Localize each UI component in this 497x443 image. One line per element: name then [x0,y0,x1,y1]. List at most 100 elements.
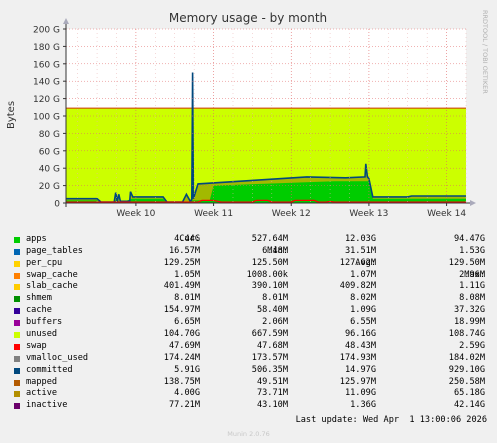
legend-swatch [14,320,20,327]
legend-avg-value: 1.36G [350,400,376,411]
legend-avg-value: 6.55M [350,317,376,328]
legend-avg-value: 48.43M [344,340,376,351]
legend-series-name: apps [26,233,47,244]
legend-row-vmalloc-used: vmalloc_used 174.24M 173.57M 174.93M 184.02M [0,353,497,365]
legend-row-page-tables: page_tables 16.57M 6.48M 31.51M 1.53G [0,246,497,258]
legend-min-value: 2.06M [262,317,288,328]
legend-cur-value: 138.75M [163,376,200,387]
legend-min-value: 73.71M [256,388,288,399]
legend-max-value: 94.47G [453,233,485,244]
legend-min-value: 527.64M [251,233,288,244]
y-tick-label: 80 G [39,130,60,140]
chart-title: Memory usage - by month [169,11,327,25]
legend-max-value: 37.32G [453,305,485,316]
legend-avg-value: 1.09G [350,305,376,316]
legend-max-value: 42.14G [453,400,485,411]
legend-row-slab-cache: slab_cache 401.49M 390.10M 409.82M 1.11G [0,281,497,293]
legend-max-value: 250.58M [448,376,485,387]
y-tick-label: 100 G [33,113,60,123]
legend-min-value: 390.10M [251,281,288,292]
legend-avg-value: 127.62M [339,257,376,268]
legend: Cur: Min: Avg: Max: apps 4.44G 527.64M 12.0… [0,222,497,412]
legend-cur-value: 4.00G [174,388,200,399]
legend-swatch [14,296,20,303]
legend-avg-value: 31.51M [344,245,376,256]
legend-swatch [14,284,20,291]
legend-cur-value: 154.97M [163,305,200,316]
legend-swatch [14,367,20,374]
legend-cur-value: 6.65M [174,317,200,328]
legend-swatch [14,248,20,255]
y-tick-label: 20 G [39,182,60,192]
legend-series-name: unused [26,329,58,340]
munin-version-footer: Munin 2.0.76 [227,430,270,438]
x-tick-label: Week 11 [194,209,233,219]
legend-series-name: swap_cache [26,269,78,280]
y-tick-label: 60 G [39,147,60,157]
area-apps [66,181,466,203]
legend-row-cache: cache 154.97M 58.40M 1.09G 37.32G [0,305,497,317]
legend-row-active: active 4.00G 73.71M 11.09G 65.18G [0,388,497,400]
y-tick-label: 200 G [33,26,60,36]
legend-header-cur: Cur: [179,233,200,244]
legend-series-name: page_tables [26,245,83,256]
legend-max-value: 8.08M [459,293,485,304]
legend-avg-value: 174.93M [339,352,376,363]
legend-series-name: inactive [26,400,68,411]
legend-max-value: 1.53G [459,245,485,256]
legend-series-name: mapped [26,376,58,387]
legend-row-swap: swap 47.69M 47.68M 48.43M 2.59G [0,341,497,353]
series-areas [66,72,466,203]
legend-min-value: 58.40M [256,305,288,316]
legend-min-value: 43.10M [256,400,288,411]
legend-min-value: 125.50M [251,257,288,268]
legend-max-value: 2.59G [459,340,485,351]
legend-min-value: 49.51M [256,376,288,387]
legend-series-name: per_cpu [26,257,63,268]
legend-avg-value: 1.07M [350,269,376,280]
grid-lines [66,28,467,203]
legend-cur-value: 5.91G [174,364,200,375]
legend-max-value: 184.02M [448,352,485,363]
legend-max-value: 1.11G [459,281,485,292]
legend-min-value: 47.68M [256,340,288,351]
legend-swatch [14,403,20,410]
legend-series-name: shmem [26,293,52,304]
legend-max-value: 65.18G [453,388,485,399]
y-tick-label: 120 G [33,95,60,105]
legend-avg-value: 96.16G [344,329,376,340]
legend-series-name: active [26,388,58,399]
legend-cur-value: 47.69M [168,340,200,351]
x-tick-label: Week 14 [427,209,466,219]
legend-swatch [14,391,20,398]
legend-series-name: vmalloc_used [26,352,89,363]
legend-max-value: 929.10G [448,364,485,375]
legend-min-value: 6.48M [262,245,288,256]
line-committed [66,72,466,203]
last-update: Last update: Wed Apr 1 13:00:06 2026 [295,415,487,425]
legend-max-value: 108.74G [448,329,485,340]
y-tick-label: 160 G [33,60,60,70]
legend-row-inactive: inactive 77.21M 43.10M 1.36G 42.14G [0,400,497,412]
legend-swatch [14,379,20,386]
legend-header-min: Min: [267,245,288,256]
y-axis-label: Bytes [6,101,17,129]
legend-cur-value: 77.21M [168,400,200,411]
legend-avg-value: 11.09G [344,388,376,399]
legend-rows: apps 4.44G 527.64M 12.03G 94.47G page_tables 1… [0,234,497,412]
legend-min-value: 173.57M [251,352,288,363]
y-axis-arrow [63,18,69,24]
legend-header-avg: Avg: [355,257,376,268]
legend-min-value: 506.35M [251,364,288,375]
legend-cur-value: 16.57M [168,245,200,256]
legend-cur-value: 401.49M [163,281,200,292]
legend-cur-value: 104.70G [163,329,200,340]
legend-row-shmem: shmem 8.01M 8.01M 8.02M 8.08M [0,293,497,305]
legend-row-buffers: buffers 6.65M 2.06M 6.55M 18.99M [0,317,497,329]
legend-swatch [14,308,20,315]
legend-row-mapped: mapped 138.75M 49.51M 125.97M 250.58M [0,377,497,389]
x-tick-label: Week 10 [116,209,155,219]
y-tick-label: 40 G [39,165,60,175]
x-tick-label: Week 13 [349,209,388,219]
